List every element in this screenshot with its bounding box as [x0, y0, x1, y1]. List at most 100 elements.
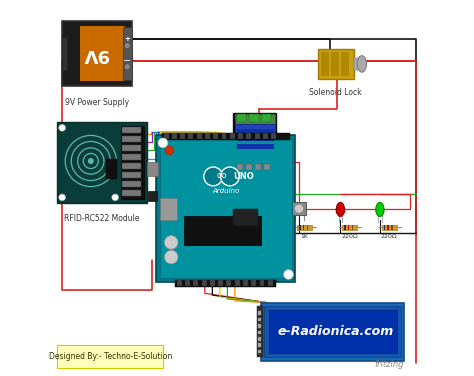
FancyBboxPatch shape: [237, 129, 274, 134]
FancyBboxPatch shape: [255, 133, 260, 139]
Text: +: +: [124, 36, 130, 42]
FancyBboxPatch shape: [237, 114, 246, 122]
FancyBboxPatch shape: [263, 133, 268, 139]
Circle shape: [124, 42, 130, 49]
FancyBboxPatch shape: [205, 133, 210, 139]
FancyBboxPatch shape: [235, 114, 274, 124]
FancyBboxPatch shape: [243, 280, 248, 286]
FancyBboxPatch shape: [185, 280, 190, 286]
FancyBboxPatch shape: [383, 225, 385, 230]
FancyBboxPatch shape: [162, 133, 290, 140]
FancyBboxPatch shape: [237, 144, 274, 149]
FancyBboxPatch shape: [172, 133, 177, 139]
Text: fritzing: fritzing: [375, 360, 404, 369]
FancyBboxPatch shape: [246, 164, 252, 170]
Text: ∞: ∞: [216, 170, 228, 183]
FancyBboxPatch shape: [122, 181, 141, 187]
FancyBboxPatch shape: [237, 137, 274, 141]
Circle shape: [88, 158, 94, 164]
Circle shape: [283, 270, 293, 279]
FancyBboxPatch shape: [57, 345, 163, 368]
FancyBboxPatch shape: [354, 58, 362, 70]
FancyBboxPatch shape: [238, 133, 243, 139]
FancyBboxPatch shape: [318, 49, 354, 79]
Text: RFID-RC522 Module: RFID-RC522 Module: [64, 214, 139, 223]
FancyBboxPatch shape: [299, 225, 301, 230]
Text: e-Radionica.com: e-Radionica.com: [278, 325, 394, 338]
Circle shape: [220, 167, 239, 186]
FancyBboxPatch shape: [193, 280, 198, 286]
FancyBboxPatch shape: [62, 37, 67, 70]
FancyBboxPatch shape: [227, 280, 231, 286]
FancyBboxPatch shape: [230, 133, 235, 139]
FancyBboxPatch shape: [321, 52, 328, 76]
FancyBboxPatch shape: [122, 136, 141, 142]
Circle shape: [204, 167, 223, 186]
FancyBboxPatch shape: [80, 26, 125, 81]
Circle shape: [164, 236, 178, 249]
Ellipse shape: [376, 202, 384, 217]
FancyBboxPatch shape: [264, 164, 270, 170]
FancyBboxPatch shape: [221, 133, 227, 139]
FancyBboxPatch shape: [233, 113, 276, 171]
FancyBboxPatch shape: [258, 350, 262, 353]
FancyBboxPatch shape: [297, 225, 312, 230]
FancyBboxPatch shape: [268, 280, 273, 286]
FancyBboxPatch shape: [49, 0, 425, 376]
FancyBboxPatch shape: [197, 133, 201, 139]
FancyBboxPatch shape: [303, 225, 304, 230]
FancyBboxPatch shape: [249, 114, 259, 122]
FancyBboxPatch shape: [258, 337, 262, 341]
FancyBboxPatch shape: [264, 306, 401, 357]
FancyBboxPatch shape: [180, 133, 185, 139]
FancyBboxPatch shape: [382, 225, 397, 230]
Text: Solenoid Lock: Solenoid Lock: [310, 88, 362, 97]
Circle shape: [112, 194, 118, 201]
Circle shape: [294, 204, 303, 213]
FancyBboxPatch shape: [235, 163, 274, 171]
FancyBboxPatch shape: [213, 133, 218, 139]
FancyBboxPatch shape: [62, 21, 132, 86]
FancyBboxPatch shape: [122, 190, 141, 196]
Text: Designed By:- Techno-E-Solution: Designed By:- Techno-E-Solution: [49, 352, 172, 361]
FancyBboxPatch shape: [122, 172, 141, 178]
FancyBboxPatch shape: [269, 310, 397, 353]
Text: 220Ω: 220Ω: [341, 234, 358, 239]
FancyBboxPatch shape: [262, 303, 404, 361]
FancyBboxPatch shape: [106, 159, 117, 179]
Text: 9V Power Supply: 9V Power Supply: [65, 98, 129, 107]
FancyBboxPatch shape: [123, 27, 132, 80]
FancyBboxPatch shape: [258, 343, 262, 347]
FancyBboxPatch shape: [307, 225, 308, 230]
FancyBboxPatch shape: [175, 280, 276, 287]
FancyBboxPatch shape: [344, 225, 346, 230]
FancyBboxPatch shape: [376, 208, 384, 213]
Circle shape: [164, 250, 178, 264]
FancyBboxPatch shape: [233, 209, 258, 226]
FancyBboxPatch shape: [391, 225, 392, 230]
FancyBboxPatch shape: [147, 162, 158, 176]
FancyBboxPatch shape: [122, 127, 141, 133]
FancyBboxPatch shape: [352, 225, 353, 230]
FancyBboxPatch shape: [177, 280, 182, 286]
FancyBboxPatch shape: [258, 331, 262, 334]
FancyBboxPatch shape: [210, 280, 215, 286]
FancyBboxPatch shape: [257, 306, 263, 357]
FancyBboxPatch shape: [122, 145, 141, 151]
Circle shape: [124, 64, 130, 70]
FancyBboxPatch shape: [331, 52, 338, 76]
FancyBboxPatch shape: [121, 126, 144, 199]
FancyBboxPatch shape: [189, 133, 193, 139]
FancyBboxPatch shape: [235, 280, 240, 286]
FancyBboxPatch shape: [258, 311, 262, 315]
FancyBboxPatch shape: [235, 124, 274, 151]
Ellipse shape: [357, 56, 366, 72]
FancyBboxPatch shape: [218, 280, 223, 286]
FancyBboxPatch shape: [122, 154, 141, 160]
FancyBboxPatch shape: [341, 52, 348, 76]
FancyBboxPatch shape: [348, 225, 349, 230]
FancyBboxPatch shape: [251, 280, 256, 286]
FancyBboxPatch shape: [246, 133, 251, 139]
FancyBboxPatch shape: [201, 280, 207, 286]
FancyBboxPatch shape: [160, 139, 292, 278]
